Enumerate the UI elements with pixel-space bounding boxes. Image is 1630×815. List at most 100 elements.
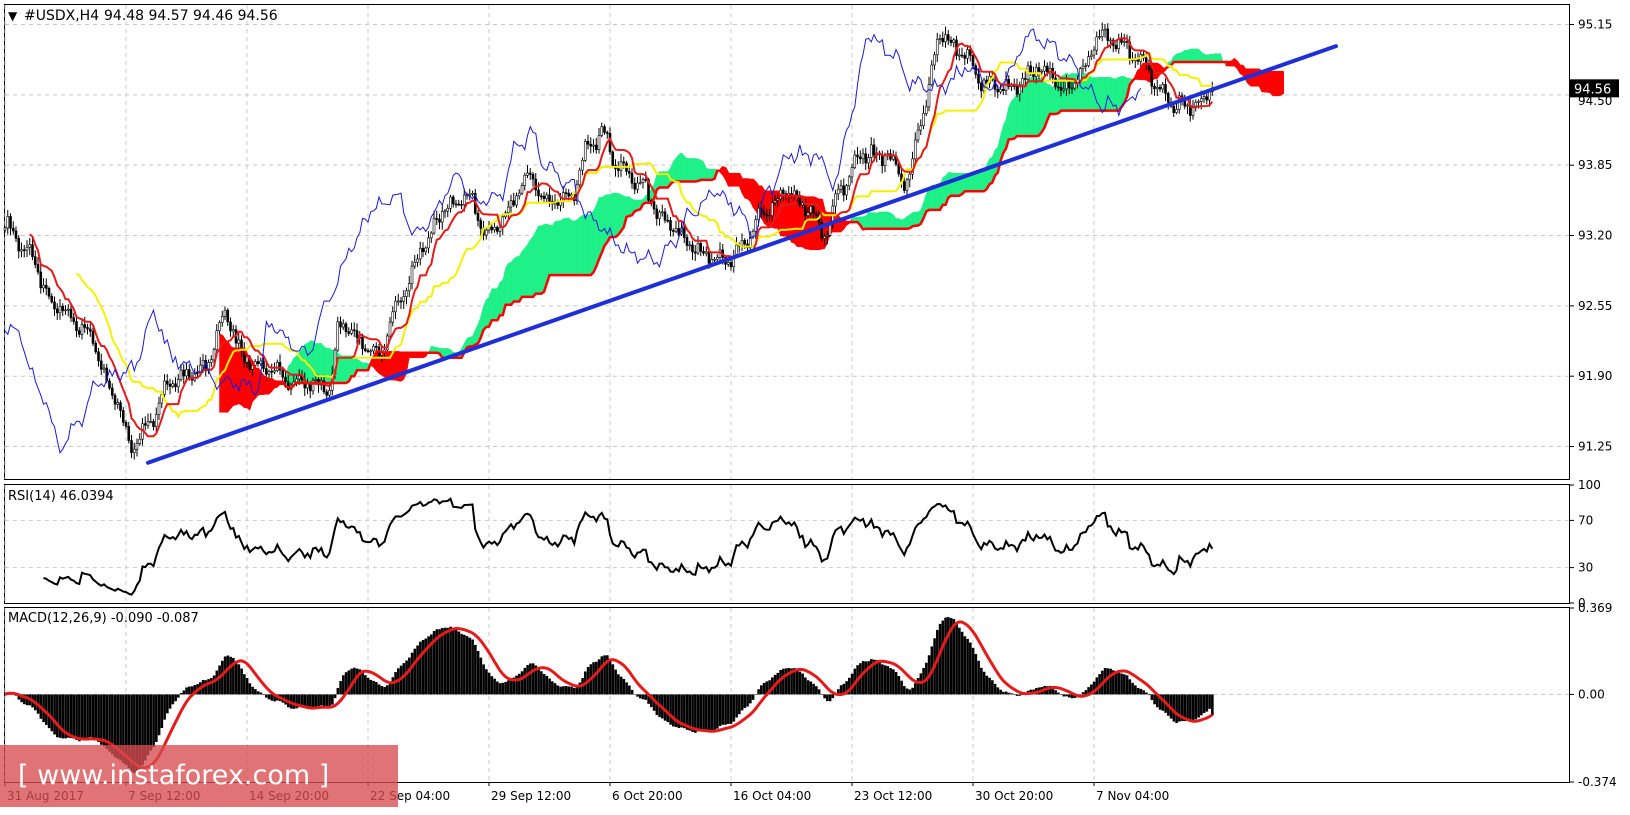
macd-histogram-bar (1194, 694, 1198, 720)
candle-body (256, 361, 260, 364)
candle-body (872, 144, 876, 156)
macd-histogram-bar (542, 674, 546, 695)
macd-histogram-bar (1200, 694, 1203, 716)
candle-body (355, 330, 359, 339)
macd-histogram-bar (828, 694, 832, 702)
macd-histogram-bar (336, 687, 340, 695)
macd-histogram-bar (914, 683, 917, 695)
macd-histogram-bar (410, 652, 414, 695)
macd-histogram-bar (17, 694, 21, 700)
candle-body (641, 179, 645, 183)
rsi-label: RSI(14) 46.0394 (8, 489, 114, 504)
macd-histogram-bar (53, 694, 56, 735)
candle-body (836, 189, 840, 195)
candle-body (28, 244, 32, 248)
macd-histogram-bar (644, 694, 648, 700)
macd-histogram-bar (1070, 694, 1074, 699)
ichimoku-cloud-segment (1011, 97, 1015, 140)
ichimoku-cloud-segment (400, 352, 404, 382)
candle-body (770, 202, 774, 216)
candle-body (132, 448, 136, 453)
macd-histogram-bar (710, 694, 714, 731)
candle-body (825, 234, 829, 237)
candle-body (1056, 86, 1060, 89)
tenkan-sen-line (29, 37, 1214, 438)
macd-histogram-bar (402, 663, 406, 695)
candle-body (1155, 86, 1159, 90)
candle-body (1007, 79, 1011, 87)
macd-histogram-bar (595, 661, 598, 695)
macd-histogram-bar (408, 657, 411, 695)
macd-histogram-bar (900, 680, 903, 695)
ichimoku-cloud-segment (675, 153, 679, 182)
macd-histogram-bar (465, 636, 469, 695)
macd-histogram-bar (188, 686, 191, 695)
macd-histogram-bar (941, 620, 945, 695)
ichimoku-cloud-segment (1088, 73, 1092, 111)
candle-body (1161, 84, 1165, 90)
candle-body (977, 74, 980, 84)
macd-histogram-bar (974, 653, 978, 695)
candle-body (594, 144, 598, 150)
macd-histogram-bar (160, 694, 164, 729)
support-trendline (146, 44, 1338, 465)
macd-histogram-bar (817, 689, 821, 695)
candle-body (889, 153, 892, 160)
candle-body (1172, 105, 1176, 113)
macd-histogram-bar (273, 694, 276, 702)
macd-histogram-bar (386, 685, 389, 695)
macd-histogram-bar (1002, 691, 1005, 695)
macd-histogram-bar (254, 689, 257, 695)
candle-body (405, 290, 408, 297)
macd-histogram-bar (724, 694, 727, 725)
candle-body (490, 226, 494, 231)
ichimoku-cloud-segment (1099, 76, 1103, 111)
price-tick-label: 95.15 (1578, 17, 1612, 31)
macd-histogram-bar (977, 660, 980, 695)
macd-histogram-bar (298, 694, 301, 708)
ichimoku-cloud-segment (1176, 53, 1180, 63)
candle-body (1100, 29, 1104, 37)
candle-body (1147, 64, 1151, 70)
macd-histogram-bar (80, 694, 84, 741)
macd-histogram-bar (1098, 674, 1101, 695)
ichimoku-cloud-segment (587, 213, 591, 276)
ichimoku-cloud-segment (532, 231, 536, 298)
candle-body (168, 383, 172, 387)
macd-histogram-bar (177, 694, 180, 698)
macd-histogram-bar (1010, 693, 1013, 695)
candle-body (545, 194, 549, 199)
macd-histogram-bar (790, 668, 793, 695)
macd-histogram-bar (113, 694, 117, 758)
candle-body (372, 345, 375, 352)
ichimoku-cloud-segment (1280, 71, 1284, 96)
macd-histogram-bar (647, 694, 650, 704)
macd-histogram-bar (446, 627, 450, 695)
candle-body (432, 218, 436, 234)
candle-body (50, 295, 54, 303)
candle-body (259, 360, 263, 364)
macd-histogram-bar (430, 634, 433, 695)
macd-histogram-bar (309, 694, 312, 710)
macd-histogram-bar (564, 686, 568, 695)
candle-body (902, 181, 906, 191)
macd-histogram-bar (677, 694, 681, 729)
macd-histogram-bar (507, 680, 510, 695)
candle-body (416, 258, 419, 263)
macd-histogram-bar (663, 694, 667, 721)
macd-histogram-bar (471, 639, 474, 695)
ichimoku-cloud-segment (904, 215, 908, 230)
macd-histogram-bar (512, 677, 516, 695)
macd-histogram-bar (883, 665, 887, 695)
candle-body (853, 154, 857, 168)
macd-histogram-bar (1156, 694, 1159, 708)
candle-body (396, 300, 400, 303)
macd-histogram-bar (641, 694, 645, 700)
header-arrow-icon[interactable]: ▼ (8, 9, 18, 23)
macd-histogram-bar (218, 665, 221, 695)
macd-histogram-bar (333, 694, 337, 699)
candle-body (113, 394, 117, 405)
macd-histogram-bar (702, 694, 705, 731)
